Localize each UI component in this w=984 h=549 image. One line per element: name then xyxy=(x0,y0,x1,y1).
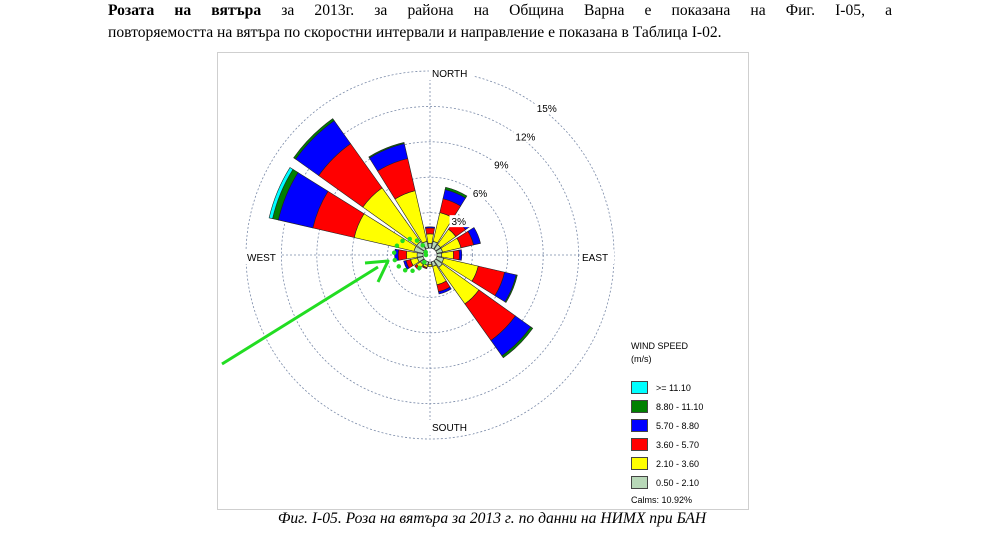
calms-highlight-circle xyxy=(391,236,429,274)
petal-NNE-bin-4 xyxy=(444,186,468,199)
petal-SE-bin-4 xyxy=(501,326,534,359)
legend-swatch xyxy=(631,457,648,470)
ring-label-bg-3 xyxy=(513,130,536,143)
petal-N-bin-2 xyxy=(425,227,435,235)
north-label: NORTH xyxy=(432,69,467,80)
legend: WIND SPEED (m/s) >= 11.10 8.80 - 11.10 5.7… xyxy=(631,340,703,505)
petal-S-bin-0 xyxy=(428,261,432,265)
petal-WNW-bin-5 xyxy=(268,167,294,220)
ring-label-bg-1 xyxy=(470,186,493,199)
legend-label: 8.80 - 11.10 xyxy=(656,401,704,412)
legend-swatch xyxy=(631,381,648,394)
south-label: SOUTH xyxy=(432,423,467,434)
legend-items: >= 11.10 8.80 - 11.10 5.70 - 8.80 3.60 - 5.… xyxy=(631,378,703,492)
legend-label: 3.60 - 5.70 xyxy=(656,439,700,450)
legend-item: 3.60 - 5.70 xyxy=(631,435,703,454)
annotation-arrow-shaft xyxy=(221,265,379,366)
petal-E-bin-1 xyxy=(441,250,454,260)
petal-W-bin-1 xyxy=(406,250,418,260)
compass-labels: NORTH SOUTH WEST EAST xyxy=(245,66,614,434)
legend-label: 2.10 - 3.60 xyxy=(656,458,700,469)
petal-N-bin-3 xyxy=(424,226,436,229)
ring-label-2: 9% xyxy=(494,161,509,172)
compass-axes xyxy=(246,75,614,436)
petal-SSW-bin-2 xyxy=(422,265,428,270)
legend-label: >= 11.10 xyxy=(656,382,691,393)
petal-E-bin-0 xyxy=(436,252,443,258)
legend-item: 0.50 - 2.10 xyxy=(631,473,703,492)
ring-labels: 3% 6% 9% 12% 15% xyxy=(449,102,557,228)
petal-W-bin-2 xyxy=(397,249,408,261)
figure-caption: Фиг. І-05. Роза на вятъра за 2013 г. по … xyxy=(277,510,707,527)
petal-NNW-bin-4 xyxy=(368,142,405,159)
paragraph-line-2: повторяемостта на вятъра по скоростни ин… xyxy=(108,24,722,41)
petal-N-bin-0 xyxy=(427,242,433,249)
petal-E-bin-3 xyxy=(458,249,463,261)
petal-SSE-bin-3 xyxy=(438,286,452,295)
legend-item: 5.70 - 8.80 xyxy=(631,416,703,435)
ring-label-3: 12% xyxy=(515,132,535,143)
paragraph-line-1: Розата на вятъра за 2013г. за района на … xyxy=(108,0,892,22)
ring-label-0: 3% xyxy=(452,217,467,228)
petal-ESE-bin-4 xyxy=(504,274,518,303)
legend-item: 2.10 - 3.60 xyxy=(631,454,703,473)
legend-swatch xyxy=(631,419,648,432)
ring-label-bg-0 xyxy=(449,215,472,228)
legend-swatch xyxy=(631,438,648,451)
ring-label-1: 6% xyxy=(473,189,488,200)
petal-W-bin-0 xyxy=(416,252,424,258)
petal-NW-bin-4 xyxy=(293,118,335,160)
east-label-bg xyxy=(580,250,614,264)
legend-swatch xyxy=(631,400,648,413)
legend-item: >= 11.10 xyxy=(631,378,703,397)
legend-swatch xyxy=(631,476,648,489)
wind-rose-figure: 3% 6% 9% 12% 15% NORTH SOUTH WEST EAST WIND … xyxy=(217,52,749,510)
south-label-bg xyxy=(429,420,473,434)
legend-label: 5.70 - 8.80 xyxy=(656,420,700,431)
bold-lead: Розата на вятъра xyxy=(108,2,262,19)
petal-S-bin-1 xyxy=(427,263,433,268)
legend-title-1: WIND SPEED xyxy=(631,341,689,351)
ring-label-bg-4 xyxy=(534,102,557,115)
legend-item: 8.80 - 11.10 xyxy=(631,397,703,416)
wind-petals xyxy=(268,118,534,359)
legend-title-2: (m/s) xyxy=(631,354,652,364)
petal-N-bin-1 xyxy=(426,233,434,244)
calms-label: Calms: 10.92% xyxy=(631,495,693,505)
petal-ENE-bin-3 xyxy=(467,227,481,246)
east-label: EAST xyxy=(582,253,608,264)
annotation-arrow-head xyxy=(364,259,390,283)
line1-rest: за 2013г. за района на Община Варна е по… xyxy=(261,2,892,19)
legend-label: 0.50 - 2.10 xyxy=(656,477,700,488)
wind-rose-chart: 3% 6% 9% 12% 15% NORTH SOUTH WEST EAST xyxy=(221,66,615,440)
north-label-bg xyxy=(429,66,473,80)
ring-label-bg-2 xyxy=(492,158,515,171)
petal-E-bin-2 xyxy=(452,249,460,261)
ring-label-4: 15% xyxy=(537,104,557,115)
west-label-bg xyxy=(245,250,281,264)
annotation-overlay xyxy=(221,236,429,366)
intro-paragraph: Розата на вятъра за 2013г. за района на … xyxy=(108,0,892,44)
west-label: WEST xyxy=(247,253,276,264)
